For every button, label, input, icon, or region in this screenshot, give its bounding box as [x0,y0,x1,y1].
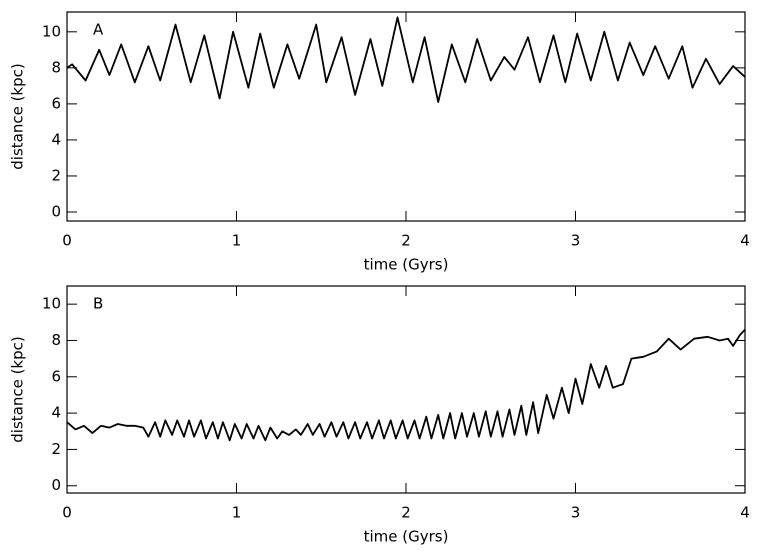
x-tick-label: 1 [232,232,242,250]
x-axis-label: time (Gyrs) [364,256,449,274]
x-axis-label: time (Gyrs) [364,528,449,546]
x-tick-label: 0 [62,232,72,250]
panel-label: B [93,295,103,313]
plot-frame [66,285,746,494]
y-tick-label: 10 [42,22,61,40]
y-tick-label: 0 [51,476,61,494]
x-tick-label: 4 [740,232,750,250]
x-tick-label: 2 [401,232,411,250]
y-axis-label: distance (kpc) [9,63,27,170]
x-tick-label: 3 [571,504,581,522]
y-tick-label: 6 [51,367,61,385]
data-line [66,328,746,442]
panel-label: A [93,21,104,39]
y-tick-label: 4 [51,130,61,148]
y-tick-label: 10 [42,295,61,313]
x-tick-label: 3 [571,232,581,250]
y-tick-label: 2 [51,440,61,458]
y-tick-label: 6 [51,94,61,112]
x-tick-label: 2 [401,504,411,522]
x-tick-label: 0 [62,504,72,522]
y-axis-label: distance (kpc) [9,336,27,443]
panel: 0 2 4 6 8 10 0 1 2 3 4 time (Gyrs) distance (kpc) B [9,285,750,546]
panel: 0 2 4 6 8 10 0 1 2 3 4 time (Gyrs) distance (kpc) A [9,11,750,274]
data-line [66,16,746,103]
y-tick-label: 8 [51,331,61,349]
y-tick-label: 0 [51,202,61,220]
x-tick-label: 4 [740,504,750,522]
y-tick-label: 2 [51,166,61,184]
y-tick-label: 4 [51,404,61,422]
x-tick-label: 1 [232,504,242,522]
y-tick-label: 8 [51,58,61,76]
plot-frame [66,11,746,222]
